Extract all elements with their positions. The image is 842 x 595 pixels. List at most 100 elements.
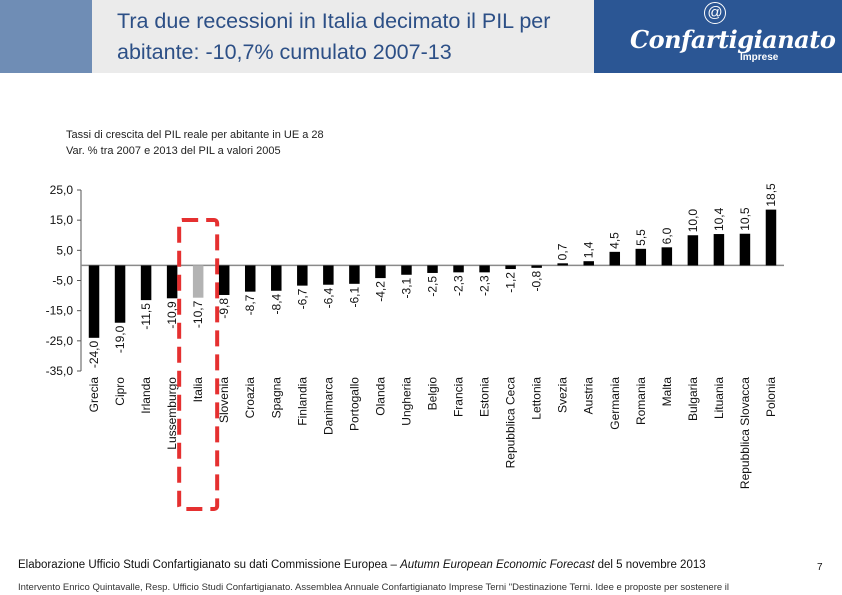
bar: [140, 265, 152, 301]
category-label: Repubblica Slovacca: [738, 377, 752, 489]
category-label: Estonia: [478, 377, 492, 417]
bar: [297, 265, 308, 286]
data-label: -2,3: [478, 275, 492, 296]
category-label: Slovenia: [217, 377, 231, 423]
data-label: -24,0: [87, 340, 101, 368]
data-label: 0,7: [556, 243, 570, 260]
data-label: -10,7: [191, 300, 205, 328]
data-label: 18,5: [764, 183, 778, 207]
y-tick-label: -15,0: [46, 304, 74, 318]
data-label: -2,5: [426, 276, 440, 297]
data-label: -2,3: [452, 275, 466, 296]
data-label: 10,4: [712, 207, 726, 231]
data-label: -3,1: [399, 277, 413, 298]
bar: [271, 265, 282, 291]
category-label: Danimarca: [321, 377, 335, 435]
category-label: Olanda: [373, 377, 387, 416]
source-note: Elaborazione Ufficio Studi Confartigiana…: [18, 558, 778, 572]
data-label: -8,7: [243, 294, 257, 315]
y-tick-label: 5,0: [56, 243, 73, 257]
bar: [166, 265, 178, 299]
category-label: Cipro: [113, 377, 127, 406]
data-label: -8,4: [269, 293, 283, 314]
bar: [479, 265, 490, 273]
data-label: -11,5: [139, 303, 153, 330]
bar: [375, 265, 386, 279]
y-tick-label: -35,0: [46, 364, 74, 378]
bar: [401, 265, 412, 275]
source-italic: Autumn European Economic Forecast: [400, 559, 595, 571]
category-label: Croazia: [243, 377, 257, 419]
category-label: Lituania: [712, 377, 726, 419]
bar: [609, 251, 621, 266]
footer-note: Intervento Enrico Quintavalle, Resp. Uff…: [18, 582, 730, 593]
source-suffix: del 5 novembre 2013: [594, 559, 706, 571]
bar: [557, 263, 568, 266]
data-label: -9,8: [217, 298, 231, 319]
data-label: 4,5: [608, 232, 622, 249]
bar: [583, 261, 594, 266]
bar: [635, 248, 647, 266]
data-label: -1,2: [504, 272, 518, 293]
category-label: Austria: [582, 377, 596, 415]
highlight-box: [177, 218, 220, 511]
bar: [349, 265, 360, 284]
category-label: Belgio: [426, 377, 440, 411]
chart-subtitle-2: Var. % tra 2007 e 2013 del PIL a valori …: [66, 145, 281, 157]
bar: [88, 265, 100, 338]
bar: [765, 209, 777, 266]
bar: [687, 235, 699, 266]
data-label: -6,4: [321, 287, 335, 308]
bar: [739, 233, 751, 266]
data-label: -6,1: [347, 287, 361, 308]
data-label: 6,0: [660, 227, 674, 244]
bar: [192, 265, 204, 298]
category-label: Ungheria: [399, 377, 413, 426]
data-label: -4,2: [373, 281, 387, 302]
category-label: Germania: [608, 377, 622, 430]
bar: [661, 247, 673, 266]
data-label: 1,4: [582, 241, 596, 258]
y-tick-label: -25,0: [46, 334, 74, 348]
category-label: Italia: [191, 377, 205, 403]
category-label: Bulgaria: [686, 377, 700, 421]
category-label: Francia: [452, 377, 466, 417]
data-label: -6,7: [295, 288, 309, 309]
brand-logo-sub: Imprese: [740, 52, 779, 63]
header-accent-block: [0, 0, 92, 73]
bar: [427, 265, 438, 273]
at-icon: @: [704, 2, 726, 24]
bar: [453, 265, 464, 273]
category-label: Lussemburgo: [165, 377, 179, 450]
data-label: -0,8: [530, 271, 544, 292]
category-label: Malta: [660, 377, 674, 407]
chart-subtitle-1: Tassi di crescita del PIL reale per abit…: [66, 129, 324, 141]
category-label: Repubblica Ceca: [504, 377, 518, 469]
bar: [713, 234, 725, 266]
category-label: Lettonia: [530, 377, 544, 420]
category-label: Grecia: [87, 377, 101, 413]
data-label: -19,0: [113, 325, 127, 353]
bar: [505, 265, 516, 270]
bar: [531, 265, 542, 268]
category-label: Portogallo: [347, 377, 361, 431]
data-label: -10,9: [165, 301, 179, 329]
bar: [218, 265, 230, 295]
title-panel: [92, 0, 594, 73]
page-number: 7: [817, 562, 823, 573]
slide-title: Tra due recessioni in Italia decimato il…: [117, 9, 551, 64]
bar: [323, 265, 334, 285]
source-prefix: Elaborazione Ufficio Studi Confartigiana…: [18, 559, 401, 571]
y-tick-label: 15,0: [50, 213, 74, 227]
bar: [114, 265, 126, 323]
category-label: Polonia: [764, 377, 778, 417]
bar: [244, 265, 256, 292]
y-tick-label: 25,0: [50, 183, 74, 197]
data-label: 10,0: [686, 209, 700, 233]
category-label: Spagna: [269, 377, 283, 419]
category-label: Irlanda: [139, 377, 153, 414]
data-label: 10,5: [738, 207, 752, 231]
y-tick-label: -5,0: [52, 274, 73, 288]
category-label: Finlandia: [295, 377, 309, 426]
